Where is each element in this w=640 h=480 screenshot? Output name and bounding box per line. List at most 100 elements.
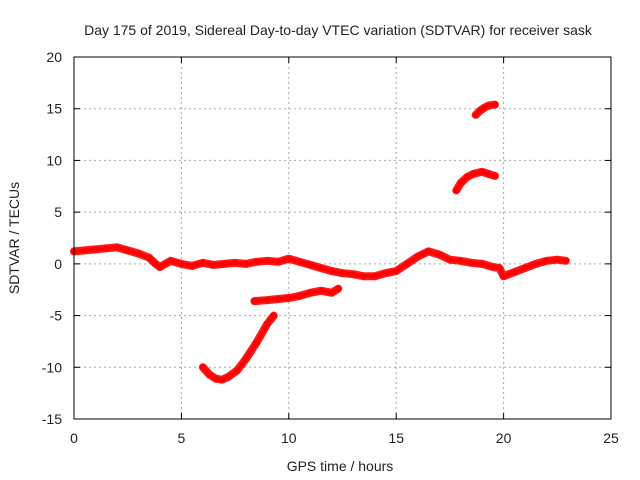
series-main-point [562,257,569,264]
series-main-point [479,260,486,267]
series-main-point [135,250,142,257]
series-main-point [436,251,443,258]
series-main-point [511,269,518,276]
series-main-point [371,273,378,280]
y-tick-label: -10 [42,359,62,375]
series-main-point [543,257,550,264]
series-dip-arc-point [225,373,232,380]
y-tick-label: -5 [50,308,63,324]
series-main-point [403,260,410,267]
series-main-point [307,261,314,268]
x-tick-label: 5 [178,430,186,446]
series-main-point [489,264,496,270]
series-main [70,243,570,281]
series-mid-arc-point [318,287,324,294]
y-tick-label: 5 [54,204,62,220]
series-main-point [189,262,196,269]
series-main-point [425,248,432,255]
series-main-point [264,257,271,264]
series-upper-arc-1-point [479,168,486,175]
series-dip-arc-point [253,339,260,346]
series-main-point [393,268,400,275]
series-main-point [232,259,239,266]
series-upper-arc-1-point [464,174,471,180]
series-main-point [532,260,539,267]
x-tick-label: 0 [70,430,78,446]
series-upper-arc-2-point [477,107,483,114]
series-main-point [156,264,163,270]
series-dip-arc-point [212,375,219,382]
series-main-point [242,260,249,267]
series-mid-arc-point [335,285,342,292]
series-dip-arc-point [270,312,277,319]
series-main-point [468,259,475,266]
x-tick-label: 20 [496,430,512,446]
series-main-point [114,244,120,251]
series-main-point [221,260,228,267]
series-main-point [167,257,174,264]
series-upper-arc-1-point [457,180,464,187]
x-axis-label: GPS time / hours [287,458,394,474]
series-main-point [522,265,529,271]
series-main-point [350,271,357,278]
series-main-point [178,260,185,267]
series-layer [70,100,570,384]
series-main-point [124,247,131,254]
series-main-point [382,270,389,277]
series-mid-arc-point [275,296,282,302]
series-dip-arc-point [234,367,241,374]
series-dip-arc-point [219,376,226,383]
series-main-point [81,247,88,254]
plot-frame [73,56,612,420]
series-main-point [554,256,561,263]
y-tick-label: -15 [42,411,62,427]
series-main-point [146,254,153,261]
series-upper-arc-1-point [492,172,498,179]
series-upper-arc-1-point [470,170,477,177]
series-mid-arc-point [328,289,335,296]
series-main-point [328,268,335,275]
series-dip-arc-point [206,371,213,378]
x-tick-label: 10 [281,430,297,446]
series-upper-arc-2-point [492,101,498,108]
series-main-point [446,256,453,263]
y-tick-label: 0 [54,256,62,272]
x-tick-label: 25 [603,430,619,446]
y-tick-label: 15 [46,101,62,117]
series-mid-arc-point [307,289,314,296]
x-tick-label: 15 [388,430,404,446]
series-main-point [275,258,282,265]
series-upper-arc-1-point [485,170,492,177]
series-main-point [296,258,303,265]
grid [74,57,611,419]
series-main-point [253,258,260,265]
series-main-point [414,253,421,260]
series-main-point [318,265,324,271]
series-main-point [199,259,206,266]
series-main-point [92,246,99,253]
series-main-point [339,270,346,277]
series-dip-arc-point [264,320,271,327]
y-tick-label: 20 [46,49,62,65]
series-dip-arc-point [242,356,249,362]
series-mid-arc-point [251,298,258,305]
y-tick-label: 10 [46,152,62,168]
series-upper-arc-2-point [485,102,492,109]
series-main-point [496,265,503,271]
series-main-point [210,261,217,268]
y-axis-label: SDTVAR / TECUs [6,182,22,294]
series-main-point [500,273,507,280]
chart-title: Day 175 of 2019, Sidereal Day-to-day VTE… [84,22,593,38]
series-upper-arc-1-point [453,187,460,194]
series-mid-arc-point [296,292,303,299]
series-dip-arc-texture [200,313,276,382]
series-dip-arc-point [199,364,206,371]
series-mid-arc-point [264,297,271,304]
series-main-point [152,260,159,267]
series-main-point [103,245,110,252]
series-upper-arc-2-point [472,111,479,118]
series-main-point [285,255,292,262]
series-main-point [457,257,464,264]
ticks: 0 5 10 15 20 25 -15 -10 -5 0 5 10 15 20 [42,49,619,446]
